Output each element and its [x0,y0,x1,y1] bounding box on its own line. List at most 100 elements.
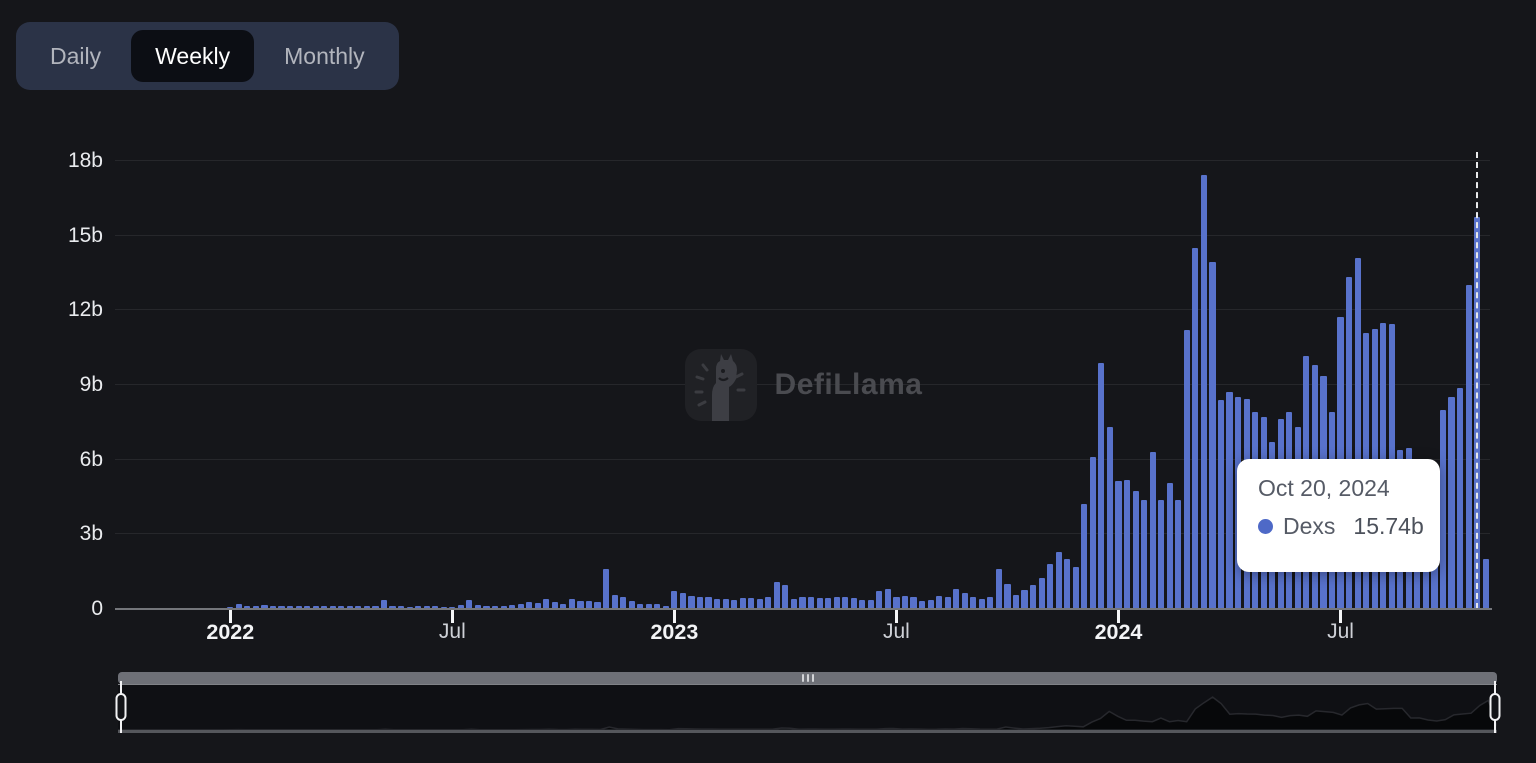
brush-handle-left[interactable] [114,681,127,733]
bar[interactable] [901,595,909,609]
bar[interactable] [722,599,729,609]
datazoom-scrollbar[interactable] [118,672,1497,684]
bar[interactable] [1098,362,1105,609]
bar[interactable] [474,605,482,609]
bar[interactable] [466,599,473,609]
bar[interactable] [1482,559,1489,609]
bar[interactable] [1004,584,1011,609]
bar[interactable] [1209,261,1216,609]
bar[interactable] [1226,392,1233,609]
bar[interactable] [440,606,447,609]
bar[interactable] [1457,387,1464,609]
bar[interactable] [714,599,721,609]
bar[interactable] [662,605,669,609]
bar[interactable] [423,606,430,609]
bar[interactable] [1158,499,1165,609]
bar[interactable] [372,606,379,609]
bar[interactable] [235,604,242,609]
bar[interactable] [773,582,780,609]
bar[interactable] [970,597,977,609]
bar[interactable] [1183,330,1190,609]
bar[interactable] [287,606,294,609]
bar[interactable] [543,599,550,609]
bar[interactable] [748,598,755,609]
bar[interactable] [1141,499,1148,609]
bar[interactable] [312,605,319,609]
bar[interactable] [927,599,934,609]
bar[interactable] [995,569,1002,609]
bar[interactable] [765,596,772,609]
bar[interactable] [799,597,806,609]
bar[interactable] [278,606,285,609]
bar[interactable] [825,598,832,609]
bar[interactable] [953,589,960,609]
bar[interactable] [671,590,678,609]
bar[interactable] [517,604,524,609]
bar[interactable] [1132,490,1139,609]
bar[interactable] [910,597,917,609]
bar[interactable] [1012,595,1020,609]
bar[interactable] [688,595,695,609]
bar[interactable] [389,606,396,609]
brush-handle-right[interactable] [1488,681,1501,733]
bar[interactable] [807,596,815,609]
bar[interactable] [457,605,464,609]
bar[interactable] [637,604,644,609]
bar[interactable] [321,606,328,609]
bar[interactable] [611,595,618,609]
bar[interactable] [936,595,943,609]
bar[interactable] [560,604,567,609]
bar[interactable] [1047,564,1054,609]
bar[interactable] [628,600,635,609]
bar[interactable] [602,569,610,609]
bar[interactable] [739,598,746,609]
bar[interactable] [295,605,302,609]
bar[interactable] [244,605,251,609]
bar[interactable] [577,600,584,609]
bar[interactable] [705,597,712,609]
bar[interactable] [1072,566,1079,609]
bar[interactable] [944,597,951,609]
bar[interactable] [1055,551,1062,609]
bar[interactable] [1448,397,1455,609]
bar[interactable] [534,603,541,609]
bar[interactable] [842,596,849,609]
bar[interactable] [1106,427,1114,609]
bar[interactable] [526,601,533,609]
bar[interactable] [406,606,413,609]
bar[interactable] [679,593,686,609]
bar[interactable] [1175,499,1182,609]
bar[interactable] [252,606,259,609]
tab-weekly[interactable]: Weekly [131,30,255,82]
bar[interactable] [1200,174,1207,609]
bar[interactable] [1064,559,1071,609]
bar[interactable] [491,605,499,609]
bar[interactable] [1149,452,1156,609]
bar[interactable] [398,606,405,609]
bar[interactable] [867,599,874,609]
bar[interactable] [1081,504,1088,609]
bar[interactable] [833,596,840,609]
bar[interactable] [594,602,601,609]
bar[interactable] [859,599,866,609]
bar[interactable] [329,605,336,609]
bar[interactable] [756,599,763,609]
bar[interactable] [415,605,422,609]
bar[interactable] [483,605,490,609]
bar[interactable] [987,597,994,609]
bar[interactable] [884,589,891,609]
bar[interactable] [269,605,277,609]
bar[interactable] [876,590,883,609]
bar[interactable] [654,604,661,609]
bar[interactable] [1354,258,1361,609]
bar[interactable] [1439,409,1447,609]
bar[interactable] [1465,285,1472,609]
bar[interactable] [585,600,593,609]
bar[interactable] [978,599,985,609]
tab-monthly[interactable]: Monthly [284,42,365,69]
bar[interactable] [1123,479,1131,609]
bar[interactable] [620,597,627,609]
bar[interactable] [449,606,456,609]
bar[interactable] [790,599,798,609]
bar[interactable] [509,605,516,609]
